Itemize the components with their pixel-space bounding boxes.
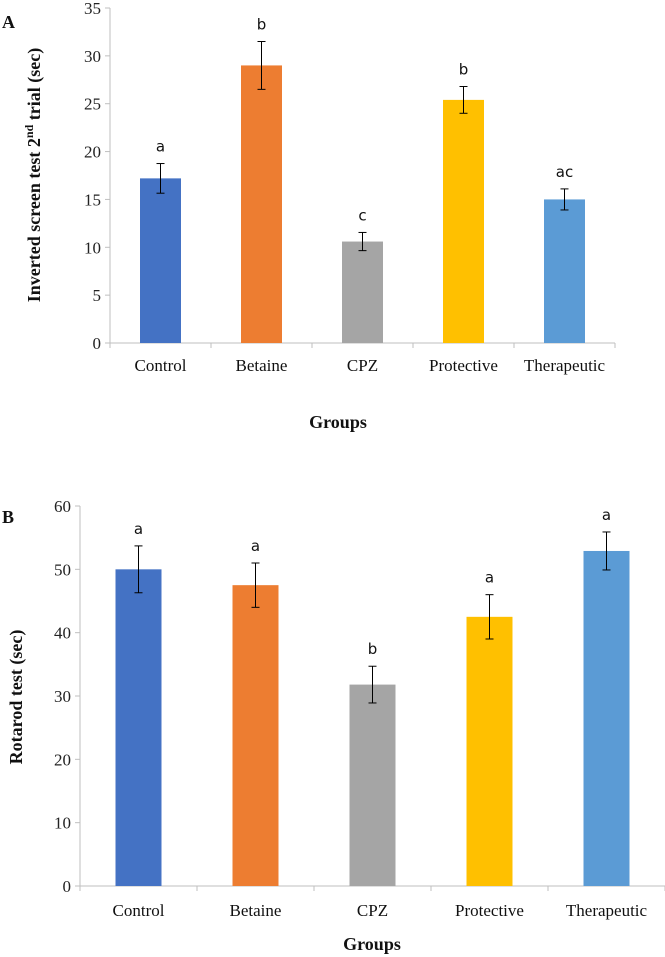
y-tick-label: 15 (84, 190, 101, 209)
y-tick-label: 30 (54, 687, 71, 706)
bar-protective (466, 616, 513, 886)
panel-label-a: A (2, 12, 15, 32)
panel-label-b: B (2, 507, 14, 527)
x-tick-label: CPZ (347, 356, 378, 375)
bar-protective (443, 99, 484, 343)
y-tick-label: 50 (54, 560, 71, 579)
y-tick-label: 20 (84, 143, 101, 162)
significance-label: b (257, 16, 267, 34)
bar-betaine (241, 65, 282, 343)
x-tick-label: Control (113, 901, 165, 920)
y-tick-label: 20 (54, 750, 71, 769)
y-tick-label: 0 (63, 877, 72, 896)
x-tick-label: Control (135, 356, 187, 375)
y-axis-label-a: Inverted screen test 2nd trial (sec) (22, 48, 45, 302)
y-tick-label: 0 (93, 334, 102, 353)
significance-label: b (368, 640, 378, 658)
x-tick-label: Therapeutic (524, 356, 606, 375)
bar-cpz (342, 241, 383, 343)
x-tick-label: Protective (455, 901, 524, 920)
x-tick-label: Betaine (236, 356, 288, 375)
bar-therapeutic (583, 550, 630, 886)
significance-label: ac (556, 163, 573, 181)
y-tick-label: 10 (54, 814, 71, 833)
y-tick-label: 10 (84, 238, 101, 257)
bar-cpz (349, 684, 396, 886)
y-tick-label: 25 (84, 95, 101, 114)
significance-label: a (134, 520, 143, 538)
significance-label: a (602, 506, 611, 524)
x-axis-label-b: Groups (343, 934, 401, 954)
significance-label: b (459, 60, 469, 78)
x-tick-label: Betaine (230, 901, 282, 920)
chart-b: B Rotarod test (sec) Groups 0 10 20 30 40 50 6… (2, 497, 665, 954)
y-axis-label-b: Rotarod test (sec) (6, 630, 27, 765)
significance-label: c (358, 206, 366, 224)
y-tick-label: 60 (54, 497, 71, 516)
significance-label: a (251, 537, 260, 555)
y-tick-label: 5 (93, 286, 102, 305)
bar-betaine (232, 585, 279, 886)
chart-a: A Inverted screen test 2nd trial (sec) G… (2, 0, 616, 432)
x-axis-label-a: Groups (309, 412, 367, 432)
bar-control (115, 569, 162, 886)
significance-label: a (485, 569, 494, 587)
x-tick-label: Protective (429, 356, 498, 375)
y-tick-label: 30 (84, 47, 101, 66)
y-tick-label: 35 (84, 0, 101, 18)
bar-control (140, 178, 181, 343)
x-tick-label: CPZ (357, 901, 388, 920)
significance-label: a (156, 138, 165, 156)
x-tick-label: Therapeutic (566, 901, 648, 920)
y-tick-label: 40 (54, 624, 71, 643)
bar-therapeutic (544, 199, 585, 343)
